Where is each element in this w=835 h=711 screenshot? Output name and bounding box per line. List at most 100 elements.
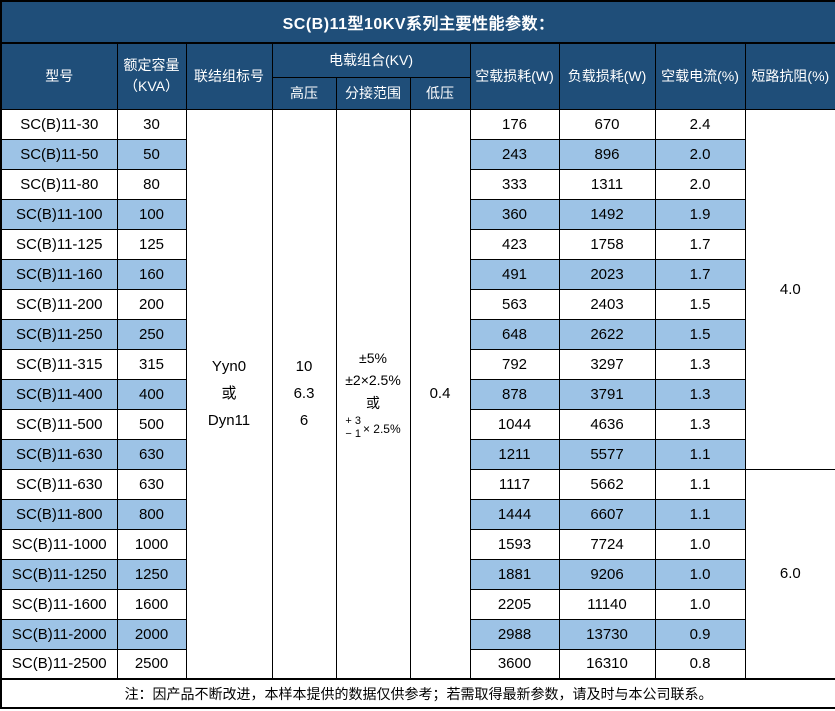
no-load-current-cell: 1.1 xyxy=(654,468,746,500)
table-row: SC(B)11-315 315 792 3297 1.3 xyxy=(0,348,835,380)
header-impedance: 短路抗阻(%) xyxy=(744,42,835,110)
table-row: SC(B)11-250 250 648 2622 1.5 xyxy=(0,318,835,350)
no-load-current-cell: 1.0 xyxy=(654,558,746,590)
header-model: 型号 xyxy=(0,42,118,110)
table-row: SC(B)11-500 500 1044 4636 1.3 xyxy=(0,408,835,440)
table-row: SC(B)11-1600 1600 2205 11140 1.0 xyxy=(0,588,835,620)
no-load-loss-cell: 563 xyxy=(469,288,560,320)
no-load-loss-cell: 176 xyxy=(469,108,560,140)
table-row: SC(B)11-50 50 243 896 2.0 xyxy=(0,138,835,170)
model-cell: SC(B)11-125 xyxy=(0,228,118,260)
header-hv: 高压 xyxy=(271,76,337,110)
model-cell: SC(B)11-315 xyxy=(0,348,118,380)
tap-fraction-stack: + 3 − 1 xyxy=(345,415,361,440)
capacity-cell: 315 xyxy=(116,348,187,380)
tap-fraction-bottom: − 1 xyxy=(345,427,361,440)
load-loss-cell: 16310 xyxy=(558,648,656,680)
tap-fraction-top: + 3 xyxy=(345,415,361,428)
load-loss-cell: 7724 xyxy=(558,528,656,560)
tap-fraction-suffix: × 2.5% xyxy=(362,421,401,436)
no-load-current-cell: 1.9 xyxy=(654,198,746,230)
capacity-cell: 30 xyxy=(116,108,187,140)
no-load-loss-cell: 423 xyxy=(469,228,560,260)
capacity-cell: 200 xyxy=(116,288,187,320)
no-load-loss-cell: 792 xyxy=(469,348,560,380)
no-load-loss-cell: 1881 xyxy=(469,558,560,590)
load-loss-cell: 13730 xyxy=(558,618,656,650)
header-rated-capacity: 额定容量 （KVA） xyxy=(116,42,187,110)
no-load-current-cell: 0.8 xyxy=(654,648,746,680)
no-load-loss-cell: 648 xyxy=(469,318,560,350)
load-loss-cell: 1758 xyxy=(558,228,656,260)
capacity-cell: 1000 xyxy=(116,528,187,560)
tap-range-line1: ±5% xyxy=(359,350,387,367)
table-row: SC(B)11-125 125 423 1758 1.7 xyxy=(0,228,835,260)
model-cell: SC(B)11-160 xyxy=(0,258,118,290)
model-cell: SC(B)11-100 xyxy=(0,198,118,230)
table-title: SC(B)11型10KV系列主要性能参数： xyxy=(0,0,835,44)
model-cell: SC(B)11-630 xyxy=(0,468,118,500)
capacity-cell: 400 xyxy=(116,378,187,410)
load-loss-cell: 6607 xyxy=(558,498,656,530)
tap-range-line3: 或 xyxy=(366,394,380,411)
load-loss-cell: 5662 xyxy=(558,468,656,500)
load-loss-cell: 9206 xyxy=(558,558,656,590)
no-load-current-cell: 1.1 xyxy=(654,498,746,530)
load-loss-cell: 670 xyxy=(558,108,656,140)
capacity-cell: 80 xyxy=(116,168,187,200)
no-load-current-cell: 1.3 xyxy=(654,378,746,410)
no-load-loss-cell: 360 xyxy=(469,198,560,230)
model-cell: SC(B)11-1600 xyxy=(0,588,118,620)
no-load-loss-cell: 1593 xyxy=(469,528,560,560)
no-load-current-cell: 2.4 xyxy=(654,108,746,140)
capacity-cell: 50 xyxy=(116,138,187,170)
no-load-current-cell: 0.9 xyxy=(654,618,746,650)
no-load-current-cell: 1.7 xyxy=(654,228,746,260)
no-load-loss-cell: 2205 xyxy=(469,588,560,620)
load-loss-cell: 1492 xyxy=(558,198,656,230)
load-loss-cell: 2403 xyxy=(558,288,656,320)
no-load-current-cell: 1.0 xyxy=(654,588,746,620)
header-tap-range: 分接范围 xyxy=(335,76,411,110)
no-load-current-cell: 1.5 xyxy=(654,318,746,350)
load-loss-cell: 5577 xyxy=(558,438,656,470)
footer-note: 注：因产品不断改进，本样本提供的数据仅供参考；若需取得最新参数，请及时与本公司联… xyxy=(0,678,835,709)
load-loss-cell: 3791 xyxy=(558,378,656,410)
capacity-cell: 125 xyxy=(116,228,187,260)
no-load-loss-cell: 491 xyxy=(469,258,560,290)
model-cell: SC(B)11-500 xyxy=(0,408,118,440)
table-row: SC(B)11-30 30 Yyn0 或 Dyn11 10 6.3 6 ±5% … xyxy=(0,108,835,680)
no-load-loss-cell: 1117 xyxy=(469,468,560,500)
table-row: SC(B)11-630 630 1117 5662 1.1 6.0 xyxy=(0,468,835,680)
no-load-loss-cell: 2988 xyxy=(469,618,560,650)
capacity-cell: 800 xyxy=(116,498,187,530)
tap-range-fraction: + 3 − 1 × 2.5% xyxy=(337,415,409,440)
model-cell: SC(B)11-200 xyxy=(0,288,118,320)
no-load-loss-cell: 1444 xyxy=(469,498,560,530)
model-cell: SC(B)11-400 xyxy=(0,378,118,410)
no-load-loss-cell: 243 xyxy=(469,138,560,170)
connection-group-cell: Yyn0 或 Dyn11 xyxy=(185,108,273,680)
capacity-cell: 500 xyxy=(116,408,187,440)
header-connection-group: 联结组标号 xyxy=(185,42,273,110)
table-row: SC(B)11-1000 1000 1593 7724 1.0 xyxy=(0,528,835,560)
load-loss-cell: 896 xyxy=(558,138,656,170)
table-row: SC(B)11-2500 2500 3600 16310 0.8 xyxy=(0,648,835,680)
table-row: SC(B)11-80 80 333 1311 2.0 xyxy=(0,168,835,200)
impedance-group-cell: 4.0 xyxy=(744,108,835,470)
capacity-cell: 100 xyxy=(116,198,187,230)
impedance-group-cell: 6.0 xyxy=(744,468,835,680)
model-cell: SC(B)11-1250 xyxy=(0,558,118,590)
model-cell: SC(B)11-1000 xyxy=(0,528,118,560)
model-cell: SC(B)11-50 xyxy=(0,138,118,170)
capacity-cell: 2000 xyxy=(116,618,187,650)
header-voltage-combo: 电载组合(KV) xyxy=(271,42,471,78)
header-no-load-current: 空载电流(%) xyxy=(654,42,746,110)
no-load-current-cell: 2.0 xyxy=(654,138,746,170)
capacity-cell: 1250 xyxy=(116,558,187,590)
model-cell: SC(B)11-30 xyxy=(0,108,118,140)
capacity-cell: 250 xyxy=(116,318,187,350)
load-loss-cell: 2622 xyxy=(558,318,656,350)
